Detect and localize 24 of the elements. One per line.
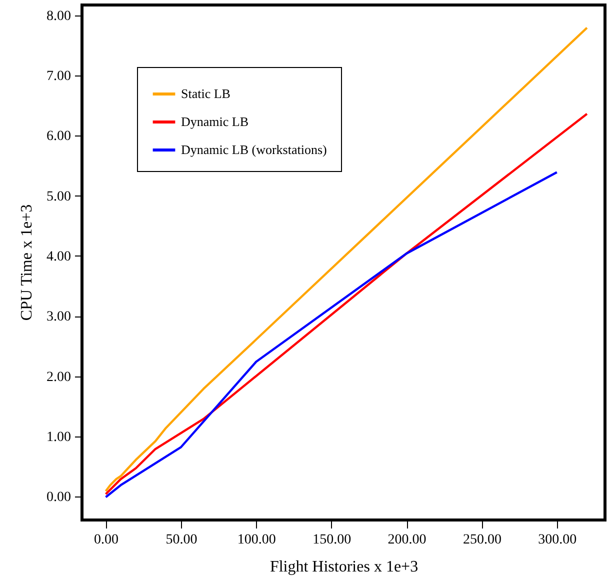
legend-label: Dynamic LB: [181, 114, 249, 129]
line-series: [104, 171, 558, 498]
y-axis-title: CPU Time x 1e+3: [18, 204, 36, 321]
line-series: [104, 112, 588, 496]
legend-label: Dynamic LB (workstations): [181, 142, 327, 157]
x-tick-label: 200.00: [388, 532, 426, 548]
x-tick-label: 300.00: [538, 532, 577, 548]
y-tick-label: 5.00: [46, 189, 71, 204]
y-tick-label: 2.00: [46, 370, 71, 385]
y-tick-label: 7.00: [46, 68, 71, 84]
line-series: [104, 26, 588, 492]
legend-label: Static LB: [181, 86, 231, 101]
x-tick-label: 250.00: [462, 532, 502, 548]
x-tick-label: 50.00: [166, 532, 198, 548]
y-tick-label: 1.00: [46, 430, 71, 445]
x-tick-label: 100.00: [237, 532, 276, 548]
y-tick-label: 6.00: [46, 129, 71, 144]
y-tick-label: 3.00: [46, 310, 71, 325]
y-tick-label: 4.00: [46, 249, 71, 264]
y-tick-label: 0.00: [46, 490, 71, 506]
x-axis-title: Flight Histories x 1e+3: [270, 558, 418, 576]
y-tick-label: 8.00: [46, 8, 71, 24]
x-tick-label: 0.00: [94, 532, 119, 548]
x-tick-label: 150.00: [312, 532, 352, 548]
